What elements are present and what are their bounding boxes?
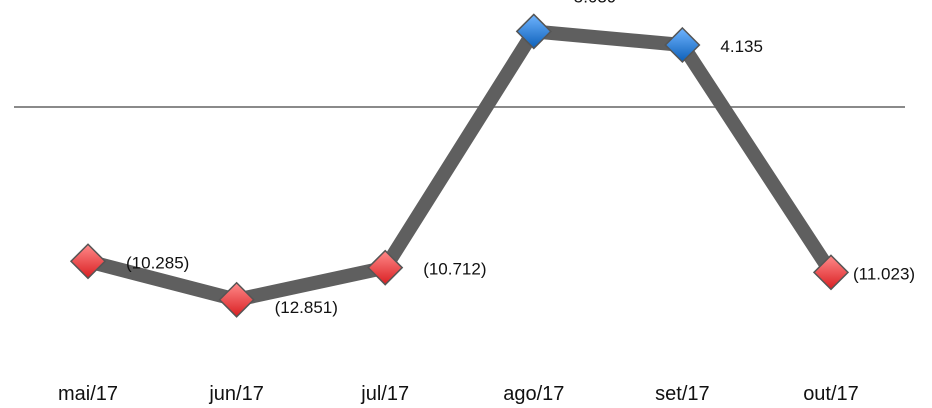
x-tick-label: jun/17 [208,383,264,405]
data-label: 4.135 [720,37,763,56]
data-label: (11.023) [853,264,915,283]
x-tick-label: set/17 [655,383,709,405]
x-tick-label: out/17 [803,383,859,405]
data-point-marker [664,26,701,64]
data-label: (10.285) [126,253,189,272]
data-point-marker [69,243,107,280]
data-point-marker [367,249,404,286]
data-point-marker [515,13,552,50]
x-axis-tick-labels: mai/17 jun/17 jul/17 ago/17 set/17 out/17 [58,383,859,405]
series-line [81,24,838,307]
data-labels-group: (10.285) (12.851) (10.712) 5.039 4.135 (11.02… [126,0,915,317]
x-tick-label: ago/17 [503,383,564,405]
data-label: (10.712) [423,260,486,279]
data-point-marker [812,254,850,291]
series-line-group [81,24,838,307]
markers-group [69,13,850,318]
data-label: 5.039 [574,0,617,6]
data-point-marker [218,281,255,318]
x-tick-label: mai/17 [58,383,118,405]
data-label: (12.851) [275,298,338,317]
x-tick-label: jul/17 [360,383,409,405]
